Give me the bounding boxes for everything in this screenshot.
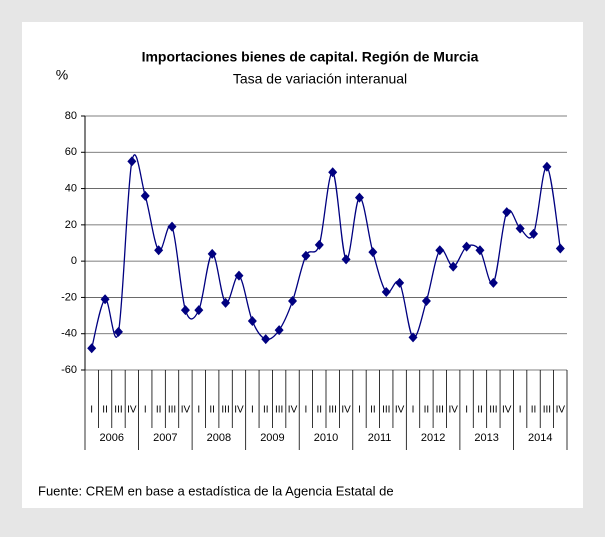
x-tick-label: II [156, 405, 162, 416]
point [274, 325, 284, 336]
point [180, 305, 190, 316]
point [247, 316, 257, 327]
x-tick-label: III [114, 405, 122, 416]
group-label: 2007 [153, 432, 177, 444]
point [207, 248, 217, 259]
x-tick-label: I [358, 405, 361, 416]
point [194, 305, 204, 316]
x-tick-label: I [412, 405, 415, 416]
group-label: 2014 [528, 432, 552, 444]
x-tick-label: III [543, 405, 551, 416]
point [221, 297, 231, 308]
group-label: 2010 [314, 432, 338, 444]
point [288, 296, 298, 307]
x-tick-label: III [382, 405, 390, 416]
group-label: 2011 [368, 432, 392, 444]
point [408, 332, 418, 343]
point [421, 296, 431, 307]
point [435, 245, 445, 256]
y-tick-label: 0 [71, 255, 77, 267]
source: Fuente: CREM en base a estadística de la… [38, 483, 394, 498]
group-label: 2006 [100, 432, 124, 444]
point [488, 277, 498, 288]
point [301, 250, 311, 261]
y-tick-label: -60 [61, 364, 77, 376]
y-axis-label: % [56, 67, 68, 83]
group-label: 2013 [474, 432, 498, 444]
x-tick-label: I [251, 405, 254, 416]
x-tick-label: II [424, 405, 430, 416]
y-tick-label: 40 [65, 182, 77, 194]
x-tick-label: I [144, 405, 147, 416]
x-tick-label: III [329, 405, 337, 416]
x-tick-label: IV [448, 405, 458, 416]
point [515, 223, 525, 234]
x-tick-label: III [168, 405, 176, 416]
y-tick-label: 80 [65, 110, 77, 122]
x-tick-label: I [197, 405, 200, 416]
point [448, 261, 458, 272]
y-tick-label: -40 [61, 328, 77, 340]
point [234, 270, 244, 281]
point [542, 161, 552, 172]
y-tick-label: 20 [65, 219, 77, 231]
x-tick-label: II [102, 405, 108, 416]
x-tick-label: IV [395, 405, 405, 416]
x-tick-label: II [477, 405, 483, 416]
x-tick-label: IV [127, 405, 137, 416]
x-tick-label: II [531, 405, 537, 416]
point [354, 192, 364, 203]
point [502, 207, 512, 218]
point [462, 241, 472, 252]
x-tick-label: I [90, 405, 93, 416]
x-tick-label: IV [502, 405, 512, 416]
x-tick-label: II [317, 405, 323, 416]
x-tick-label: IV [181, 405, 191, 416]
x-tick-label: II [209, 405, 215, 416]
point [154, 245, 164, 256]
x-tick-label: I [519, 405, 522, 416]
point [100, 294, 110, 305]
point [341, 254, 351, 265]
point [395, 277, 405, 288]
x-tick-label: II [370, 405, 376, 416]
x-tick-label: I [465, 405, 468, 416]
x-tick-label: II [263, 405, 269, 416]
point [368, 247, 378, 258]
x-tick-label: IV [288, 405, 298, 416]
point [529, 228, 539, 239]
x-tick-label: III [275, 405, 283, 416]
point [113, 326, 123, 337]
group-label: 2008 [207, 432, 231, 444]
x-tick-label: IV [341, 405, 351, 416]
point [167, 221, 177, 232]
x-tick-label: III [489, 405, 497, 416]
point [328, 167, 338, 178]
point [87, 343, 97, 354]
x-tick-label: III [436, 405, 444, 416]
group-label: 2009 [260, 432, 284, 444]
chart-title: Importaciones bienes de capital. Región … [142, 49, 479, 65]
y-tick-label: 60 [65, 146, 77, 158]
point [261, 334, 271, 345]
point [555, 243, 565, 254]
point [140, 190, 150, 201]
chart-subtitle: Tasa de variación interanual [233, 71, 407, 87]
x-tick-label: IV [234, 405, 244, 416]
point [475, 245, 485, 256]
x-tick-label: I [305, 405, 308, 416]
point [381, 286, 391, 297]
x-tick-label: IV [556, 405, 566, 416]
y-tick-label: -20 [61, 291, 77, 303]
group-label: 2012 [421, 432, 445, 444]
point [127, 156, 137, 167]
point [314, 239, 324, 250]
x-tick-label: III [221, 405, 229, 416]
